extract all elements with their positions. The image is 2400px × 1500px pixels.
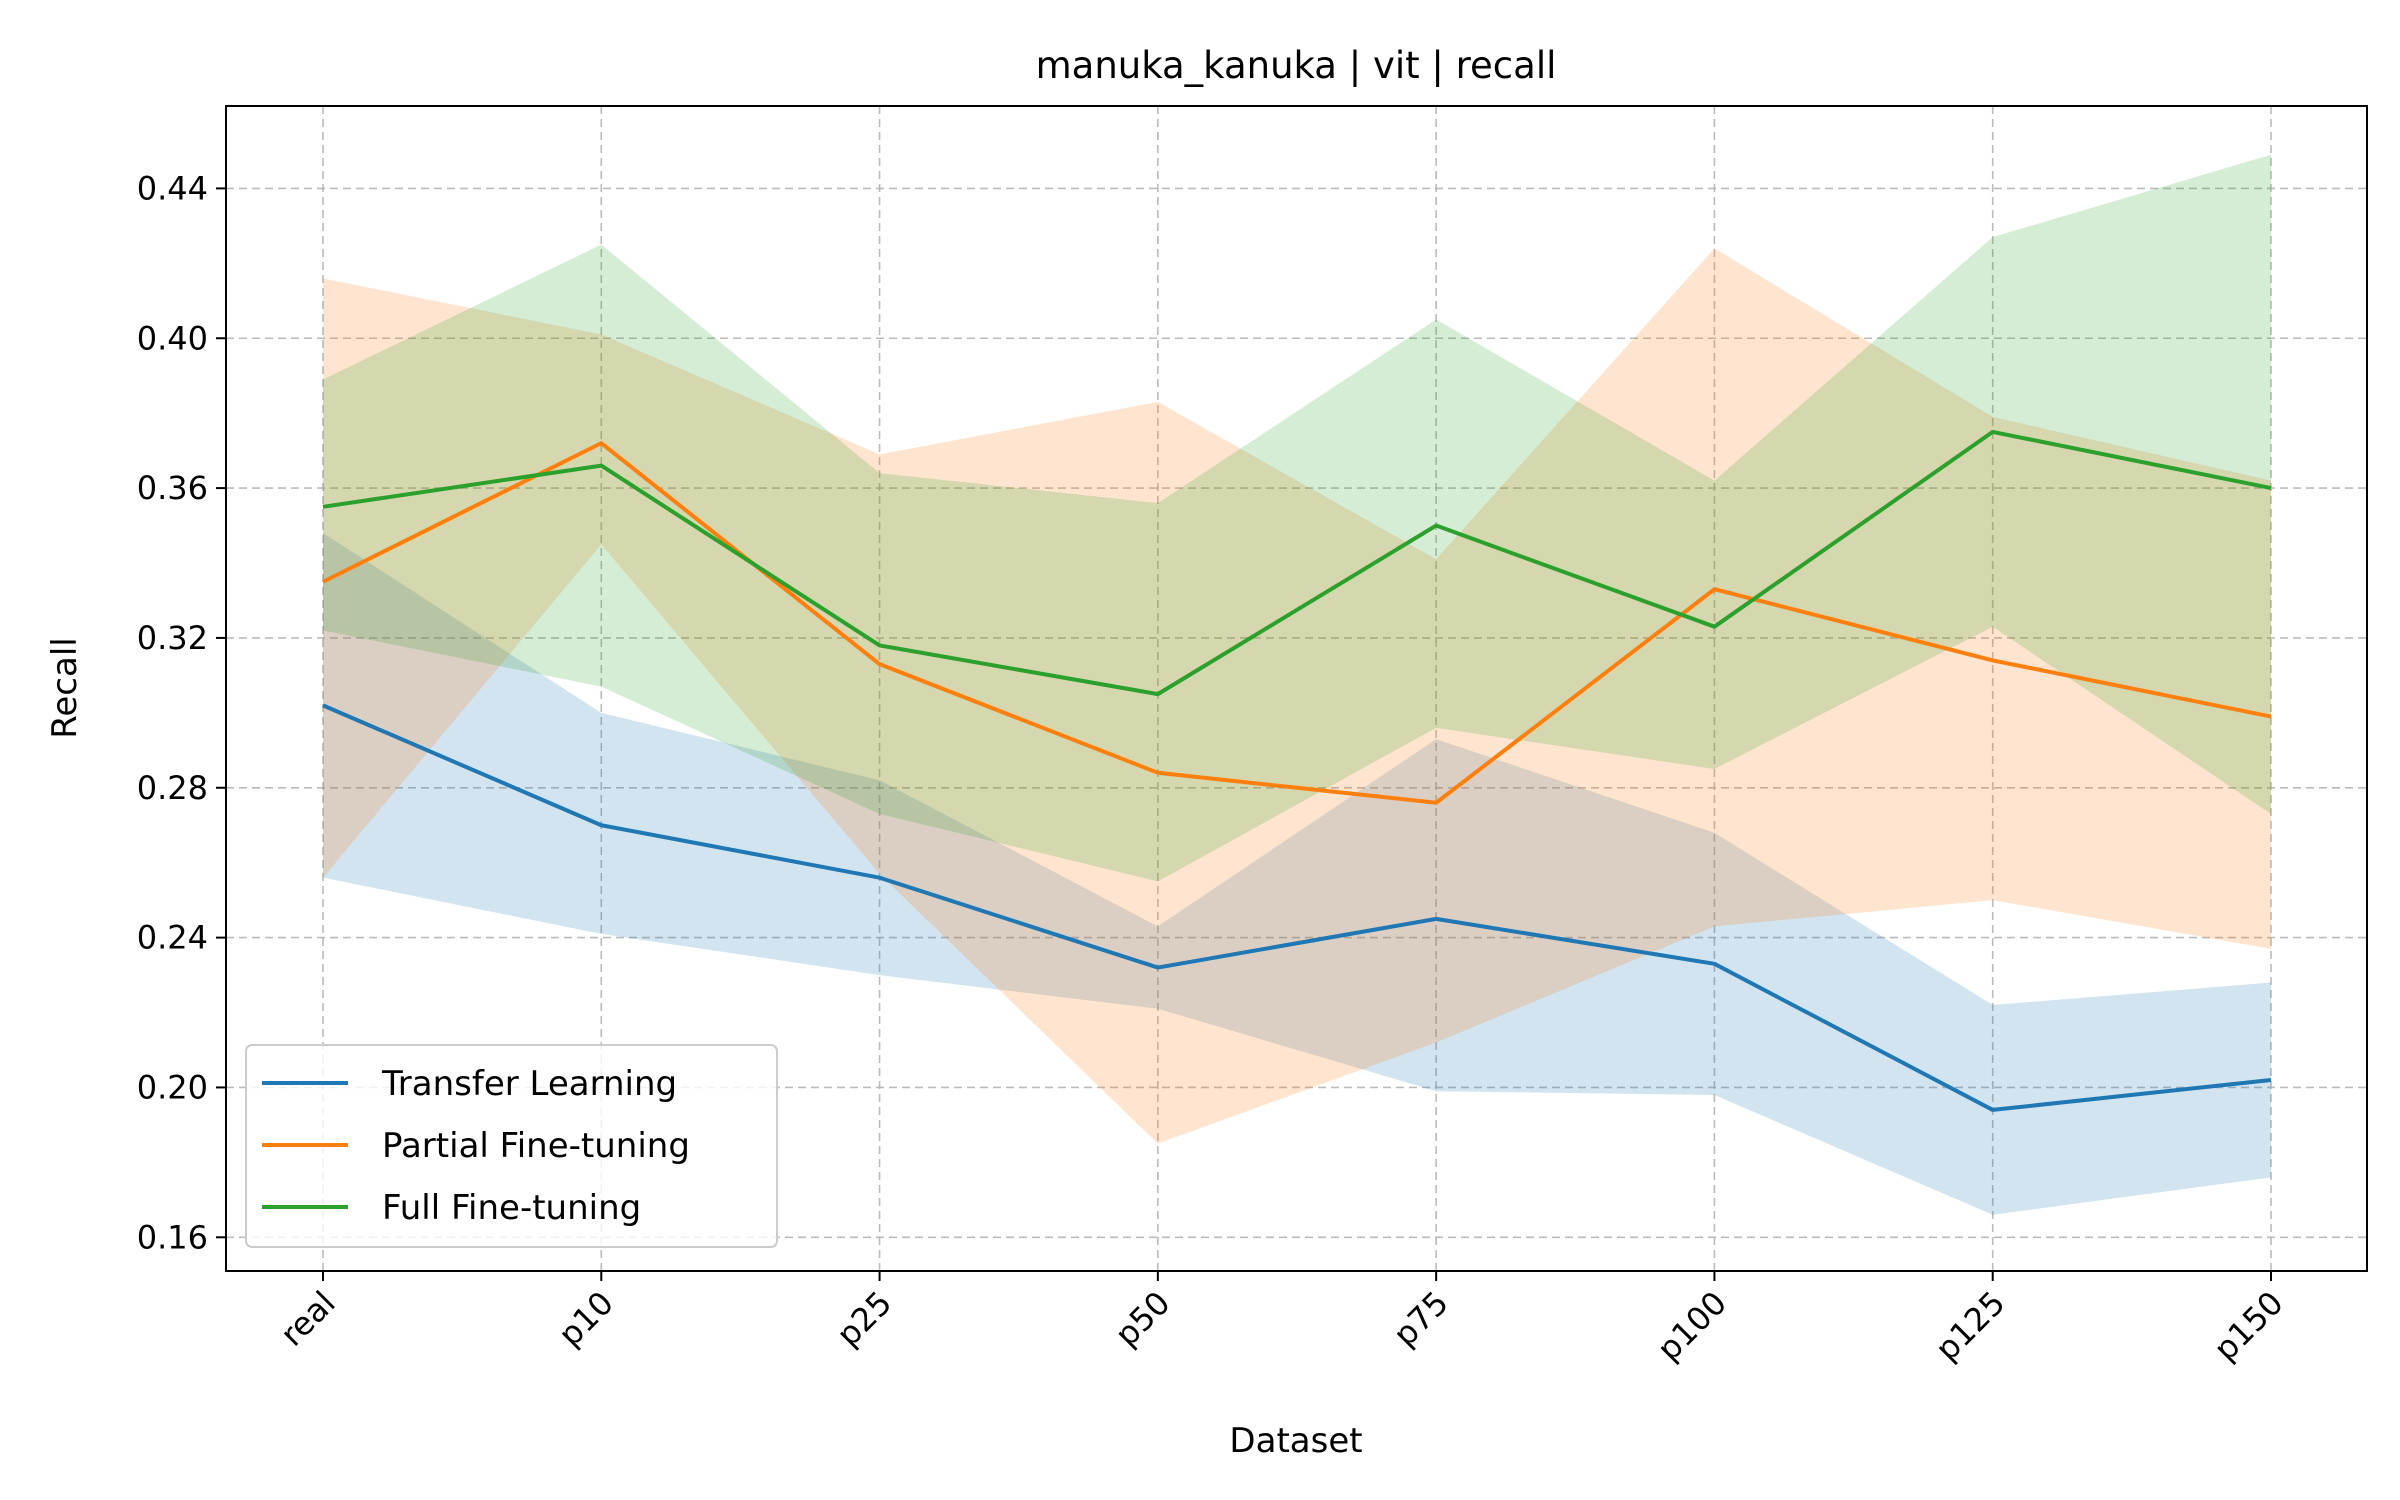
series-lines xyxy=(322,429,2272,1112)
confidence-band-series-1 xyxy=(323,248,2271,1144)
y-tick-label: 0.20 xyxy=(137,1068,208,1106)
x-axis-label: Dataset xyxy=(1229,1421,1362,1461)
series-line-1 xyxy=(322,441,2272,805)
y-tick-label: 0.16 xyxy=(137,1218,208,1256)
series-line-2 xyxy=(322,429,2272,697)
chart-title: manuka_kanuka | vit | recall xyxy=(1036,44,1557,87)
legend-label-series-1: Partial Fine-tuning xyxy=(382,1126,690,1166)
legend-label-series-0: Transfer Learning xyxy=(381,1064,677,1104)
y-tick-label: 0.36 xyxy=(137,469,208,507)
legend-box xyxy=(245,1044,778,1248)
series-line-0 xyxy=(322,703,2272,1112)
plot-frame xyxy=(225,105,2368,1272)
legend-items: Transfer Learning Partial Fine-tuning Full… xyxy=(262,1064,690,1228)
y-tick-label: 0.32 xyxy=(137,619,208,657)
y-tick-label: 0.44 xyxy=(137,169,208,207)
y-tick-label: 0.28 xyxy=(137,769,208,807)
y-tick-label: 0.40 xyxy=(137,319,208,357)
y-axis-label: Recall xyxy=(45,637,85,738)
legend: Transfer Learning Partial Fine-tuning Full… xyxy=(245,1044,778,1248)
y-axis-ticks: 0.16 0.20 0.24 0.28 0.32 0.36 0.40 0.44 xyxy=(137,169,226,1256)
y-tick-label: 0.24 xyxy=(137,919,208,957)
confidence-band-series-2 xyxy=(323,154,2271,882)
confidence-bands xyxy=(323,154,2271,1215)
legend-label-series-2: Full Fine-tuning xyxy=(382,1188,641,1228)
confidence-band-series-0 xyxy=(323,533,2271,1215)
